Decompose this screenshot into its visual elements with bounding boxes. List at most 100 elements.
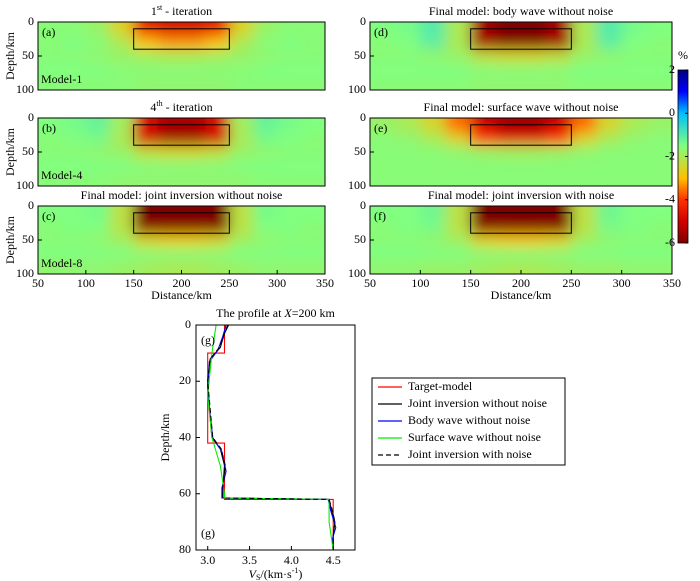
heatmap-cell <box>181 62 206 77</box>
x-tick-label: 50 <box>364 276 376 290</box>
heatmap-cell <box>420 131 446 146</box>
y-tick-label: 0 <box>28 198 34 212</box>
heatmap-cell <box>38 49 63 64</box>
heatmap-cell <box>157 35 182 50</box>
heatmap-cell <box>253 172 278 186</box>
heatmap-cell <box>181 158 206 173</box>
heatmap-cell <box>495 76 522 90</box>
heatmap-cell <box>229 260 254 274</box>
heatmap-cell <box>277 219 302 234</box>
heatmap-cell <box>370 131 396 146</box>
heatmap-cell <box>229 246 254 261</box>
heatmap-cell <box>205 49 230 64</box>
y-tick-label: 0 <box>360 14 366 28</box>
heatmap-cell <box>621 131 648 146</box>
heatmap-cell <box>445 260 472 274</box>
heatmap-cell <box>301 118 325 133</box>
heatmap-cell <box>445 62 472 77</box>
y-tick-label: 50 <box>22 232 34 246</box>
heatmap-cell <box>445 172 472 186</box>
heatmap-cell <box>85 172 111 186</box>
heatmap-cell <box>596 22 623 37</box>
heatmap-cell <box>38 172 63 186</box>
heatmap-cell <box>621 118 648 133</box>
x-tick-label: 50 <box>32 276 44 290</box>
heatmap-cell <box>495 172 522 186</box>
heatmap-cell <box>420 206 446 221</box>
heatmap-cell <box>301 206 325 221</box>
text-part: X <box>283 306 292 320</box>
panel-label: (c) <box>42 209 55 223</box>
heatmap-cell <box>181 233 206 248</box>
heatmap-cell <box>521 62 547 77</box>
heatmap-cell <box>646 131 672 146</box>
heatmap-cell <box>621 35 648 50</box>
heatmap-cell <box>157 233 182 248</box>
heatmap-cell <box>571 260 597 274</box>
x-tick-label: 3.5 <box>242 553 257 567</box>
heatmap-cell <box>646 118 672 133</box>
x-tick-label: 350 <box>663 276 681 290</box>
x-tick-label: 100 <box>411 276 429 290</box>
heatmap-cell <box>445 131 472 146</box>
heatmap-cell <box>420 118 446 133</box>
heatmap-cell <box>205 233 230 248</box>
y-tick-label: 60 <box>179 486 191 500</box>
heatmap-cell <box>571 233 597 248</box>
heatmap-cell <box>420 233 446 248</box>
heatmap-cell <box>571 246 597 261</box>
heatmap-cell <box>157 76 182 90</box>
heatmap-cell <box>85 206 111 221</box>
heatmap-cell <box>205 246 230 261</box>
heatmap-cell <box>395 118 421 133</box>
heatmap-cell <box>181 219 206 234</box>
heatmap-cell <box>646 206 672 221</box>
heatmap-cell <box>370 172 396 186</box>
heatmap-cell <box>571 206 597 221</box>
heatmap-cell <box>470 219 497 234</box>
y-tick-label: 100 <box>348 178 366 192</box>
legend-label: Surface wave without noise <box>408 430 541 444</box>
heatmap-cell <box>229 62 254 77</box>
heatmap-cell <box>61 246 87 261</box>
heatmap-cell <box>470 35 497 50</box>
heatmap-cell <box>370 118 396 133</box>
heatmap-cell <box>596 158 623 173</box>
heatmap-cell <box>181 260 206 274</box>
heatmap-cell <box>109 246 135 261</box>
heatmap-cell <box>495 35 522 50</box>
panel-label: (g) <box>201 333 215 347</box>
heatmap-cell <box>85 118 111 133</box>
heatmap-cell <box>253 118 278 133</box>
heatmap-cell <box>38 76 63 90</box>
y-axis-label: Depth/km <box>158 413 172 462</box>
heatmap-cell <box>546 131 572 146</box>
heatmap-cell <box>253 158 278 173</box>
text-part: 4 <box>150 100 156 114</box>
heatmap-cell <box>571 219 597 234</box>
heatmap-cell <box>546 260 572 274</box>
heatmap-cell <box>546 158 572 173</box>
legend-label: Body wave without noise <box>408 413 530 427</box>
heatmap-cell <box>596 246 623 261</box>
heatmap-cell <box>157 131 182 146</box>
heatmap-cell <box>621 206 648 221</box>
heatmap-cell <box>646 62 672 77</box>
heatmap-cell <box>85 22 111 37</box>
heatmap-cell <box>38 260 63 274</box>
heatmap-cell <box>38 158 63 173</box>
heatmap-cell <box>109 35 135 50</box>
heatmap-cells <box>38 22 325 90</box>
heatmap-cell <box>157 49 182 64</box>
heatmap-cell <box>596 206 623 221</box>
heatmap-cell <box>181 35 206 50</box>
heatmap-cell <box>370 35 396 50</box>
heatmap-cell <box>621 233 648 248</box>
colorbar-tick-label: -4 <box>665 192 675 206</box>
heatmap-cell <box>61 219 87 234</box>
heatmap-cell <box>85 35 111 50</box>
y-axis-label: Depth/km <box>3 31 17 80</box>
heatmap-cell <box>621 49 648 64</box>
heatmap-cell <box>109 62 135 77</box>
heatmap-cell <box>38 246 63 261</box>
